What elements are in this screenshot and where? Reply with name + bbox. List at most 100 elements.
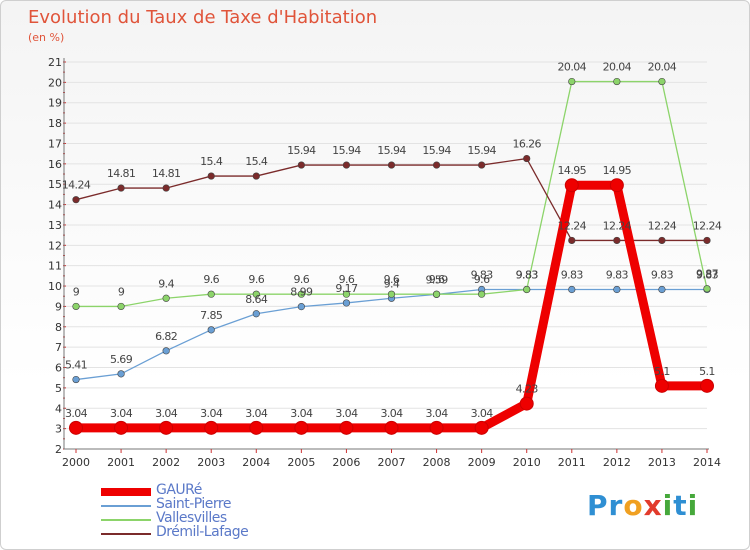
- y-tick-label: 17: [48, 137, 62, 150]
- data-label: 5.1: [654, 365, 670, 378]
- data-label: 12.24: [558, 219, 587, 232]
- series-point-2: [297, 290, 305, 298]
- x-tick-label: 2004: [242, 456, 270, 469]
- label-layer: 5.41 5.696.827.858.648.99 9.17 9.4 9.59 9.83 9…: [62, 61, 723, 420]
- series-point-3: [252, 172, 260, 180]
- y-tick-label: 14: [48, 199, 62, 212]
- y-tick-label: 19: [48, 97, 62, 110]
- y-tick-label: 3: [55, 423, 62, 436]
- series-point-1: [162, 347, 170, 355]
- data-label: 20.04: [603, 61, 632, 74]
- series-point-2: [387, 290, 396, 298]
- logo-letter: o: [623, 489, 644, 522]
- data-label: 3.04: [290, 407, 313, 420]
- data-label: 9.83: [696, 269, 719, 282]
- x-tick-label: 2000: [62, 456, 90, 469]
- series-point-3: [523, 154, 531, 163]
- y-tick-label: 6: [55, 362, 62, 375]
- legend-label: Saint-Pierre: [156, 496, 231, 512]
- series-layer: [69, 77, 714, 435]
- series-point-1: [207, 326, 215, 334]
- x-tick-label: 2011: [558, 456, 586, 469]
- series-point-1: [613, 285, 621, 294]
- series-point-0: [429, 420, 444, 435]
- series-point-3: [613, 236, 621, 245]
- data-label: 9.87: [696, 268, 719, 281]
- data-label: 15.4: [245, 155, 268, 168]
- series-point-0: [249, 420, 264, 435]
- series-point-3: [568, 236, 576, 245]
- data-label: 15.94: [467, 144, 496, 157]
- series-point-0: [474, 420, 489, 435]
- series-point-3: [297, 161, 305, 169]
- series-point-1: [117, 370, 125, 378]
- data-label: 3.04: [426, 407, 449, 420]
- data-label: 4.23: [516, 383, 539, 396]
- series-point-3: [162, 184, 170, 192]
- legend-swatch: [101, 519, 151, 521]
- data-label: 9.83: [651, 269, 674, 282]
- data-label: 3.04: [245, 407, 268, 420]
- legend-swatch: [101, 505, 151, 507]
- data-label: 14.95: [603, 164, 632, 177]
- data-label: 14.81: [107, 167, 136, 180]
- data-label: 9.83: [561, 269, 584, 282]
- data-label: 9.59: [426, 273, 449, 286]
- series-point-2: [568, 77, 576, 86]
- series-point-3: [658, 236, 666, 245]
- data-label: 8.64: [245, 293, 268, 306]
- y-tick-label: 21: [48, 56, 62, 69]
- data-label: 9.6: [474, 273, 490, 286]
- logo-letter: i: [662, 489, 674, 522]
- series-point-3: [342, 161, 351, 169]
- series-point-1: [568, 285, 576, 294]
- series-point-3: [117, 184, 125, 192]
- logo-letter: x: [643, 489, 663, 522]
- series-point-0: [700, 378, 714, 393]
- data-label: 16.26: [512, 138, 541, 151]
- data-label: 15.94: [332, 144, 361, 157]
- series-point-2: [252, 290, 260, 298]
- y-tick-label: 9: [55, 300, 62, 313]
- x-tick-label: 2005: [287, 456, 315, 469]
- legend-swatch: [101, 533, 151, 535]
- data-label: 5.1: [699, 365, 715, 378]
- data-label: 14.24: [62, 179, 91, 192]
- x-tick-label: 2001: [107, 456, 135, 469]
- series-point-1: [252, 310, 260, 318]
- data-label: 9.83: [606, 269, 629, 282]
- series-point-2: [658, 77, 666, 86]
- series-point-3: [207, 172, 215, 180]
- y-tick-label: 11: [48, 260, 62, 273]
- data-label: 3.04: [471, 407, 494, 420]
- data-label: 9.83: [471, 269, 494, 282]
- logo-letter: P: [587, 489, 609, 522]
- y-tick-label: 15: [48, 178, 62, 191]
- data-label: 5.69: [110, 353, 133, 366]
- series-point-1: [658, 285, 666, 294]
- series-point-1: [297, 303, 305, 311]
- x-tick-label: 2009: [468, 456, 496, 469]
- series-point-2: [703, 285, 711, 293]
- series-point-2: [162, 294, 170, 302]
- chart-title: Evolution du Taux de Taxe d'Habitation: [28, 7, 378, 28]
- series-point-0: [69, 420, 83, 435]
- y-tick-label: 20: [48, 76, 62, 89]
- series-point-2: [478, 290, 486, 298]
- data-label: 9.6: [248, 273, 264, 286]
- data-label: 7.85: [200, 309, 223, 322]
- y-tick-label: 18: [48, 117, 62, 130]
- legend-swatch: [101, 488, 151, 496]
- data-label: 3.04: [65, 407, 88, 420]
- data-label: 15.94: [287, 144, 316, 157]
- data-label: 9.4: [384, 277, 400, 290]
- data-label: 12.24: [603, 219, 632, 232]
- series-point-0: [654, 378, 669, 393]
- series-point-1: [72, 375, 80, 384]
- series-point-0: [114, 420, 129, 435]
- data-label: 15.94: [377, 144, 406, 157]
- data-label: 12.24: [648, 219, 677, 232]
- x-tick-label: 2002: [152, 456, 180, 469]
- series-point-0: [294, 420, 309, 435]
